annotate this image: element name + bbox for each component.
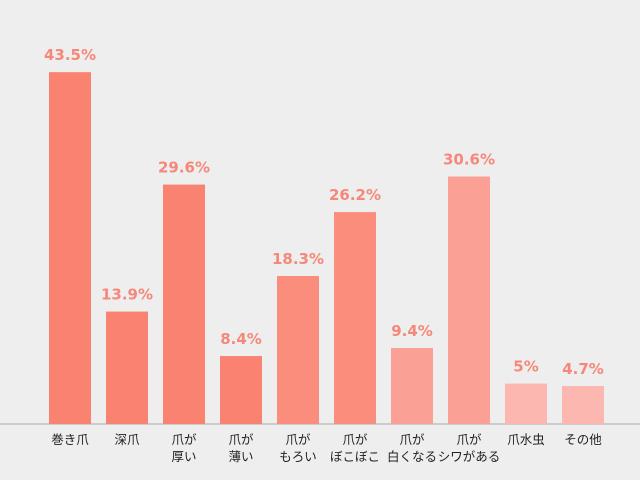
category-label: 爪が <box>342 432 368 447</box>
category-label: 爪が <box>228 432 254 447</box>
bar <box>505 383 547 424</box>
bar-value-label: 43.5% <box>44 46 96 64</box>
bar-value-label: 9.4% <box>391 322 433 340</box>
bar <box>220 356 262 424</box>
bar-value-label: 5% <box>513 358 538 376</box>
bar <box>562 385 604 424</box>
bar-value-label: 13.9% <box>101 286 153 304</box>
category-label: 厚い <box>171 449 196 464</box>
category-label: ぼこぼこ <box>330 449 380 464</box>
category-label: 爪が <box>285 432 311 447</box>
category-label: 薄い <box>228 449 253 464</box>
category-label: 巻き爪 <box>51 432 89 447</box>
bar-value-label: 4.7% <box>562 360 604 378</box>
category-label: もろい <box>279 449 317 464</box>
bar <box>277 275 319 424</box>
category-label: 爪が <box>456 432 482 447</box>
bar <box>391 347 433 424</box>
bar <box>448 176 490 424</box>
category-label: 白くなる <box>387 449 437 464</box>
bar-value-label: 26.2% <box>329 186 381 204</box>
category-label: 爪が <box>399 432 425 447</box>
bar <box>49 72 91 424</box>
bar <box>334 212 376 424</box>
bar-value-label: 30.6% <box>443 151 495 169</box>
bar <box>106 311 148 424</box>
category-label: その他 <box>564 432 602 447</box>
category-label: シワがある <box>438 449 501 464</box>
category-label: 深爪 <box>114 432 140 447</box>
bar-value-label: 18.3% <box>272 250 324 268</box>
category-label: 爪水虫 <box>507 432 545 447</box>
category-label: 爪が <box>171 432 197 447</box>
bar-value-label: 8.4% <box>220 330 262 348</box>
bar <box>163 184 205 424</box>
bar-value-label: 29.6% <box>158 159 210 177</box>
